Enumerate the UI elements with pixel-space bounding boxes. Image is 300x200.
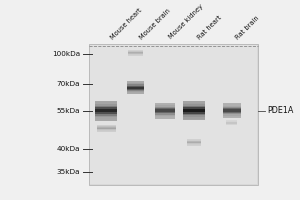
Bar xyxy=(128,50,143,51)
Bar xyxy=(154,105,175,107)
Bar xyxy=(95,101,117,102)
Bar xyxy=(183,115,205,117)
Bar xyxy=(127,84,144,86)
Bar xyxy=(187,143,201,144)
Text: Mouse kidney: Mouse kidney xyxy=(168,4,204,40)
Bar xyxy=(95,109,117,111)
Bar xyxy=(223,116,241,117)
Bar xyxy=(127,89,144,90)
Bar xyxy=(183,109,205,111)
Bar xyxy=(223,107,241,108)
Text: 70kDa: 70kDa xyxy=(57,81,80,87)
Bar xyxy=(128,52,143,53)
Bar xyxy=(95,114,117,116)
Bar xyxy=(95,104,117,106)
Bar xyxy=(223,111,241,112)
Bar xyxy=(187,144,201,145)
Bar xyxy=(226,121,237,122)
Bar xyxy=(95,116,117,117)
Bar xyxy=(223,113,241,114)
Bar xyxy=(223,108,241,109)
Bar xyxy=(154,103,175,104)
Bar xyxy=(183,112,205,114)
Bar xyxy=(127,83,144,84)
Bar xyxy=(95,111,117,112)
Bar xyxy=(183,104,205,106)
Bar xyxy=(187,142,201,143)
Bar xyxy=(127,93,144,94)
Bar xyxy=(127,91,144,92)
Bar xyxy=(128,53,143,54)
Text: 40kDa: 40kDa xyxy=(57,146,80,152)
Bar xyxy=(97,128,116,129)
Bar xyxy=(226,122,237,123)
Bar xyxy=(226,124,237,125)
Bar xyxy=(154,107,175,108)
Bar xyxy=(97,125,116,126)
Bar xyxy=(223,109,241,111)
Bar xyxy=(89,44,258,185)
Bar xyxy=(223,117,241,118)
Bar xyxy=(154,116,175,117)
Bar xyxy=(97,131,116,132)
Bar xyxy=(223,103,241,104)
Bar xyxy=(128,51,143,52)
Bar xyxy=(128,54,143,55)
Bar xyxy=(154,109,175,111)
Bar xyxy=(127,81,144,82)
Bar xyxy=(97,127,116,128)
Bar xyxy=(127,92,144,93)
Bar xyxy=(127,87,144,88)
Bar xyxy=(223,104,241,106)
Text: 100kDa: 100kDa xyxy=(52,51,80,57)
Bar xyxy=(97,129,116,130)
Bar xyxy=(128,55,143,56)
Bar xyxy=(154,117,175,119)
Bar xyxy=(187,140,201,141)
Bar xyxy=(223,112,241,113)
Bar xyxy=(223,106,241,107)
Bar xyxy=(127,88,144,89)
Bar xyxy=(226,120,237,121)
Bar xyxy=(95,119,117,121)
Bar xyxy=(154,112,175,113)
Bar xyxy=(127,86,144,87)
Bar xyxy=(154,111,175,112)
Bar xyxy=(154,115,175,116)
Bar xyxy=(97,130,116,131)
Bar xyxy=(95,102,117,104)
Text: Rat brain: Rat brain xyxy=(235,14,261,40)
Bar xyxy=(154,108,175,109)
Bar xyxy=(187,145,201,146)
Bar xyxy=(183,111,205,112)
Bar xyxy=(183,119,205,120)
Text: PDE1A: PDE1A xyxy=(267,106,293,115)
Bar xyxy=(95,112,117,114)
Bar xyxy=(95,106,117,107)
Bar xyxy=(183,117,205,119)
Text: Mouse brain: Mouse brain xyxy=(139,7,172,40)
Bar xyxy=(183,106,205,107)
Text: 35kDa: 35kDa xyxy=(57,169,80,175)
Bar xyxy=(183,114,205,115)
Bar xyxy=(226,123,237,124)
Bar xyxy=(154,113,175,115)
Bar xyxy=(95,107,117,109)
Bar xyxy=(95,117,117,119)
Bar xyxy=(127,82,144,83)
Bar xyxy=(183,107,205,109)
Bar xyxy=(187,141,201,142)
Bar xyxy=(183,101,205,103)
Text: Mouse heart: Mouse heart xyxy=(109,7,143,40)
Bar xyxy=(223,114,241,116)
Bar xyxy=(187,139,201,140)
Bar xyxy=(183,103,205,104)
Bar xyxy=(127,90,144,91)
Bar xyxy=(90,45,257,184)
Text: 55kDa: 55kDa xyxy=(57,108,80,114)
Bar xyxy=(97,126,116,127)
Bar xyxy=(154,104,175,105)
Text: Rat heart: Rat heart xyxy=(197,14,223,40)
